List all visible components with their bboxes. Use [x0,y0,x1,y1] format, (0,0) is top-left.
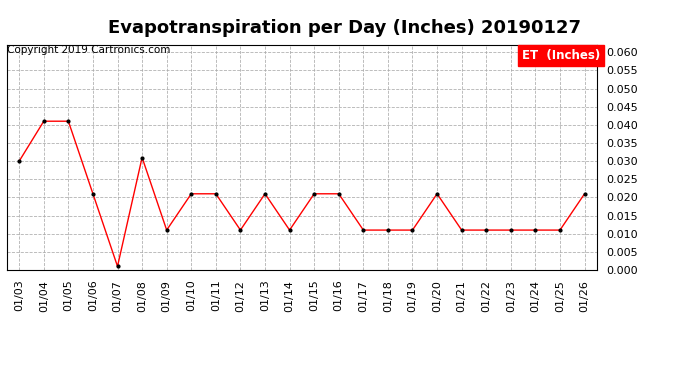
Text: Copyright 2019 Cartronics.com: Copyright 2019 Cartronics.com [7,45,170,55]
Text: ET  (Inches): ET (Inches) [522,49,600,62]
Text: Evapotranspiration per Day (Inches) 20190127: Evapotranspiration per Day (Inches) 2019… [108,19,582,37]
